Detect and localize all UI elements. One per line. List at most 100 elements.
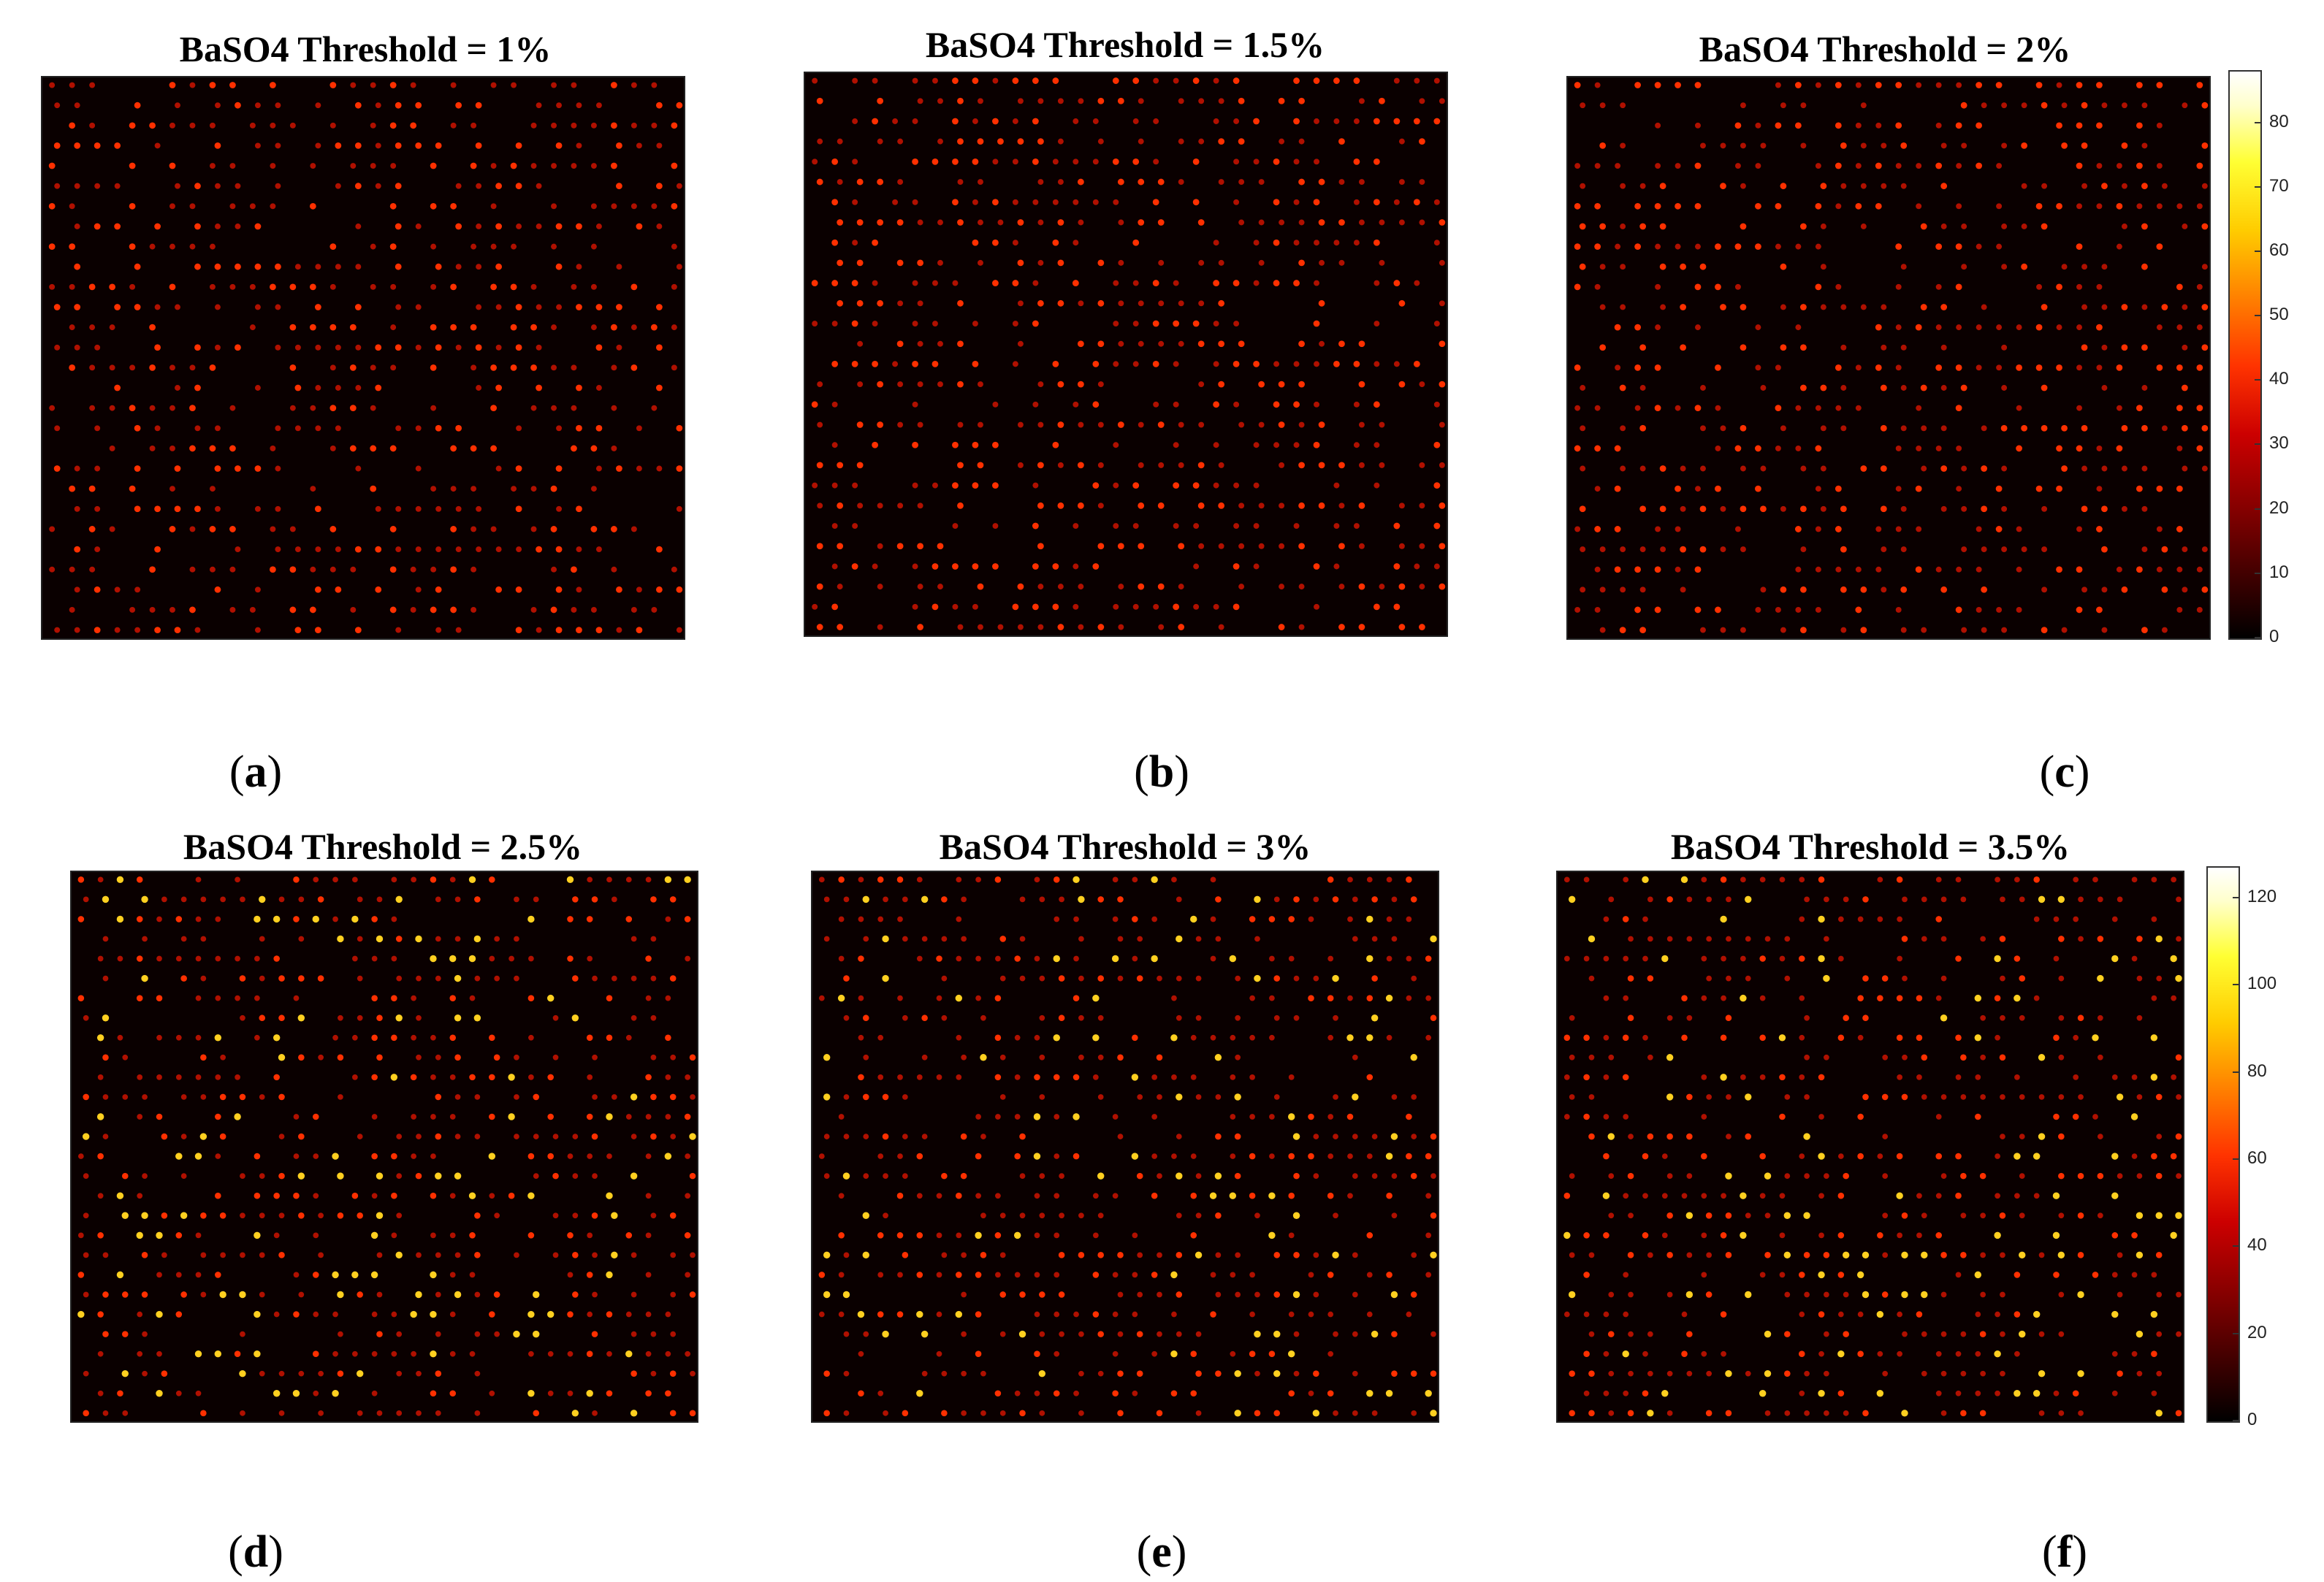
heatmap-spot [1059,1331,1064,1337]
heatmap-spot [1620,183,1626,189]
heatmap-spot [1235,1291,1241,1298]
heatmap-spot [1882,1173,1889,1180]
heatmap-spot [430,1192,437,1199]
heatmap-spot [2176,896,2182,903]
heatmap-spot [293,1192,300,1199]
heatmap-f-plot [1558,872,2183,1421]
heatmap-spot [2161,586,2168,593]
heatmap-spot [852,240,858,246]
heatmap-spot [1073,876,1080,884]
heatmap-spot [470,486,477,492]
heatmap-spot [897,995,903,1001]
heatmap-spot [2182,586,2188,593]
caption-f-letter: f [2057,1527,2073,1577]
heatmap-spot [1835,82,1842,88]
heatmap-spot [551,405,557,411]
heatmap-spot [863,936,869,942]
heatmap-spot [1800,384,1807,391]
heatmap-spot [877,381,884,388]
heatmap-spot [1695,486,1701,492]
heatmap-spot [977,583,984,590]
heatmap-spot [616,465,622,472]
heatmap-spot [235,876,240,883]
heatmap-spot [1940,505,1947,512]
heatmap-spot [1117,1370,1124,1377]
heatmap-spot [999,975,1006,982]
heatmap-spot [1288,955,1295,962]
heatmap-spot [1132,916,1138,922]
heatmap-spot [586,1350,593,1357]
heatmap-spot [370,485,377,492]
heatmap-spot [961,1252,967,1258]
heatmap-spot [1113,199,1119,205]
heatmap-spot [229,405,236,411]
heatmap-spot [530,606,537,613]
heatmap-spot [2181,384,2188,391]
heatmap-spot [999,936,1007,942]
heatmap-spot [317,896,324,903]
heatmap-spot [154,304,161,310]
heatmap-spot [1779,955,1786,962]
heatmap-spot [1935,162,1943,169]
heatmap-spot [1439,502,1446,509]
heatmap-spot [972,563,979,570]
heatmap-spot [1157,1173,1162,1180]
heatmap-spot [415,1291,422,1299]
heatmap-spot [1675,243,1681,250]
heatmap-spot [109,364,115,371]
heatmap-spot [2141,344,2148,351]
heatmap-spot [1815,526,1821,532]
heatmap-spot [134,586,141,593]
heatmap-spot [1701,995,1707,1001]
heatmap-spot [916,1232,923,1239]
heatmap-spot [1353,442,1360,448]
heatmap-spot [1815,163,1821,169]
heatmap-spot [1956,566,1962,573]
heatmap-spot [1293,199,1300,205]
heatmap-spot [1755,445,1761,452]
heatmap-spot [2077,1212,2084,1219]
heatmap-spot [912,401,918,408]
heatmap-spot [611,1094,617,1100]
heatmap-spot [2196,405,2203,412]
heatmap-spot [1654,364,1661,371]
heatmap-spot [551,203,557,210]
heatmap-spot [1034,876,1040,883]
heatmap-spot [278,1054,286,1061]
heatmap-spot [1418,624,1425,630]
heatmap-spot [556,505,563,512]
heatmap-spot [1976,122,1983,129]
heatmap-spot [1877,1153,1883,1159]
heatmap-spot [917,421,923,428]
heatmap-spot [149,324,156,331]
heatmap-spot [1213,401,1220,408]
heatmap-spot [1921,1370,1927,1377]
heatmap-spot [936,1193,942,1199]
heatmap-spot [956,1272,962,1278]
heatmap-spot [395,505,402,512]
panel-a-title: BaSO4 Threshold = 1% [179,28,552,69]
heatmap-spot [259,1094,265,1100]
heatmap-spot [1406,1311,1412,1318]
heatmap-spot [270,163,276,169]
heatmap-spot [1213,280,1220,286]
heatmap-spot [454,1252,461,1258]
heatmap-spot [219,1133,226,1140]
heatmap-spot [1659,263,1666,270]
heatmap-spot [921,1054,928,1061]
heatmap-spot [882,1133,889,1140]
heatmap-spot [1198,381,1205,388]
heatmap-spot [310,405,316,411]
caption-a: (a) [229,747,283,797]
heatmap-spot [298,1370,305,1377]
heatmap-spot [1820,425,1826,432]
heatmap-spot [455,102,462,109]
heatmap-spot [812,603,818,610]
heatmap-spot [837,584,843,590]
heatmap-spot [2201,264,2208,270]
heatmap-spot [2056,566,2062,573]
heatmap-spot [1419,219,1425,226]
heatmap-spot [2155,1410,2163,1417]
heatmap-spot [1366,1272,1373,1278]
heatmap-spot [430,1390,437,1397]
